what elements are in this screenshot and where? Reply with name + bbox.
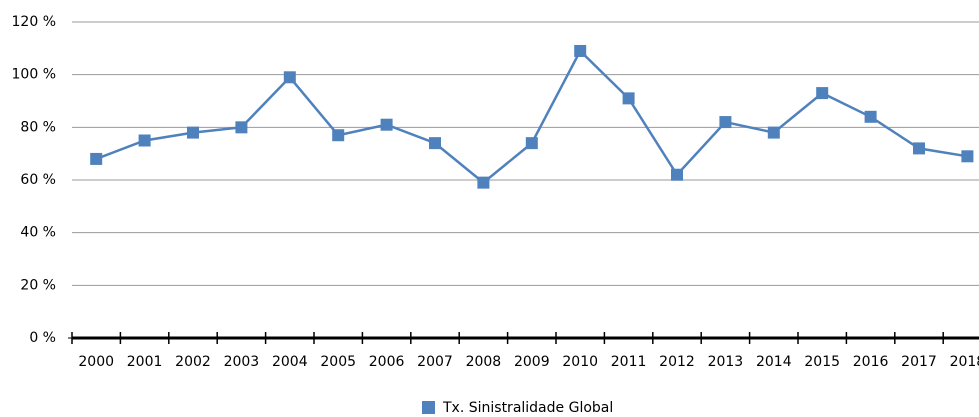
data-point: [913, 142, 925, 155]
x-tick-label: 2007: [417, 354, 453, 370]
x-tick-label: 2000: [78, 354, 114, 370]
data-point: [816, 87, 829, 100]
x-tick-label: 2010: [562, 354, 598, 370]
data-point: [235, 121, 248, 134]
data-point: [961, 150, 974, 163]
data-point: [864, 110, 877, 123]
x-tick-label: 2002: [175, 354, 211, 370]
y-tick-label: 60 %: [20, 172, 56, 188]
data-point: [283, 71, 296, 84]
data-point: [671, 168, 683, 181]
y-tick-label: 80 %: [20, 119, 56, 135]
data-point: [525, 137, 538, 150]
data-point: [187, 126, 199, 139]
x-tick-label: 2009: [514, 354, 550, 370]
data-point: [332, 129, 345, 142]
x-tick-label: 2013: [708, 354, 744, 370]
x-tick-label: 2015: [804, 354, 840, 370]
data-point: [622, 92, 635, 105]
x-tick-label: 2004: [272, 354, 308, 370]
data-point: [719, 116, 732, 129]
x-tick-label: 2012: [659, 354, 695, 370]
x-tick-label: 2008: [466, 354, 502, 370]
data-point: [477, 176, 490, 189]
y-tick-label: 100 %: [12, 67, 56, 83]
data-point: [574, 44, 587, 57]
data-point: [429, 137, 441, 150]
data-point: [138, 134, 151, 147]
x-tick-label: 2011: [611, 354, 647, 370]
legend-label: Tx. Sinistralidade Global: [442, 400, 613, 416]
y-tick-label: 40 %: [20, 225, 56, 241]
x-tick-label: 2017: [901, 354, 937, 370]
data-point: [767, 126, 780, 139]
x-tick-label: 2005: [320, 354, 356, 370]
data-point: [380, 118, 393, 131]
x-tick-label: 2014: [756, 354, 792, 370]
x-tick-label: 2006: [369, 354, 405, 370]
data-point: [90, 152, 103, 165]
x-tick-label: 2016: [853, 354, 889, 370]
y-tick-label: 0 %: [29, 330, 56, 346]
y-tick-label: 20 %: [20, 277, 56, 293]
x-tick-label: 2001: [127, 354, 163, 370]
series-line: [95, 48, 968, 185]
x-tick-label: 2018: [950, 354, 979, 370]
x-tick-label: 2003: [224, 354, 260, 370]
legend-swatch: [422, 401, 435, 414]
y-tick-label: 120 %: [12, 14, 56, 30]
